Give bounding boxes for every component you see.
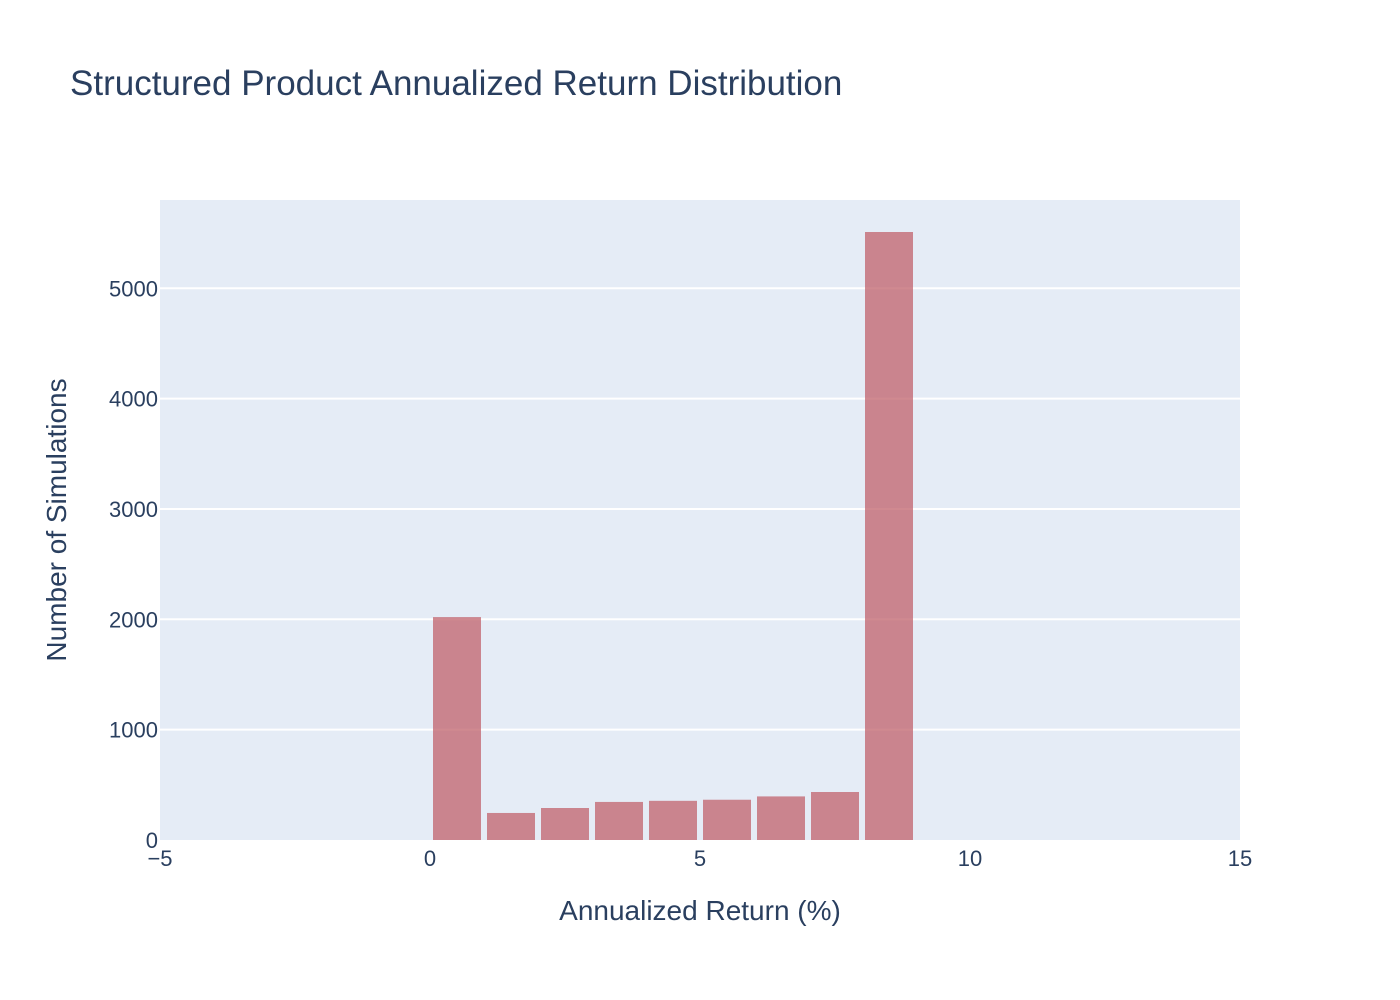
x-tick-label-4: 15	[1228, 846, 1252, 871]
y-tick-label-2: 2000	[109, 607, 158, 632]
histogram-bar-5	[703, 799, 751, 840]
chart-title: Structured Product Annualized Return Dis…	[70, 64, 843, 103]
x-tick-label-2: 5	[694, 846, 706, 871]
y-tick-label-1: 1000	[109, 718, 158, 743]
x-axis-title: Annualized Return (%)	[559, 895, 841, 926]
y-tick-label-3: 3000	[109, 497, 158, 522]
y-axis-title: Number of Simulations	[41, 378, 72, 661]
histogram-bar-6	[757, 796, 805, 840]
histogram-bar-1	[487, 812, 535, 840]
y-tick-label-4: 4000	[109, 387, 158, 412]
histogram-bar-4	[649, 800, 697, 840]
histogram-bar-8	[865, 232, 913, 840]
histogram-bars	[433, 232, 913, 840]
histogram-bar-0	[433, 617, 481, 840]
x-axis-ticks: −5 0 5 10 15	[147, 846, 1252, 871]
x-tick-label-1: 0	[424, 846, 436, 871]
x-tick-label-3: 10	[958, 846, 982, 871]
histogram-bar-2	[541, 808, 589, 840]
x-tick-label-0: −5	[147, 846, 172, 871]
histogram-bar-3	[595, 801, 643, 840]
grid-lines	[160, 287, 1240, 731]
histogram-bar-7	[811, 792, 859, 840]
y-axis-ticks: 0 1000 2000 3000 4000 5000	[109, 276, 158, 853]
plot-background	[160, 200, 1240, 840]
y-tick-label-0: 0	[146, 828, 158, 853]
y-tick-label-5: 5000	[109, 276, 158, 301]
